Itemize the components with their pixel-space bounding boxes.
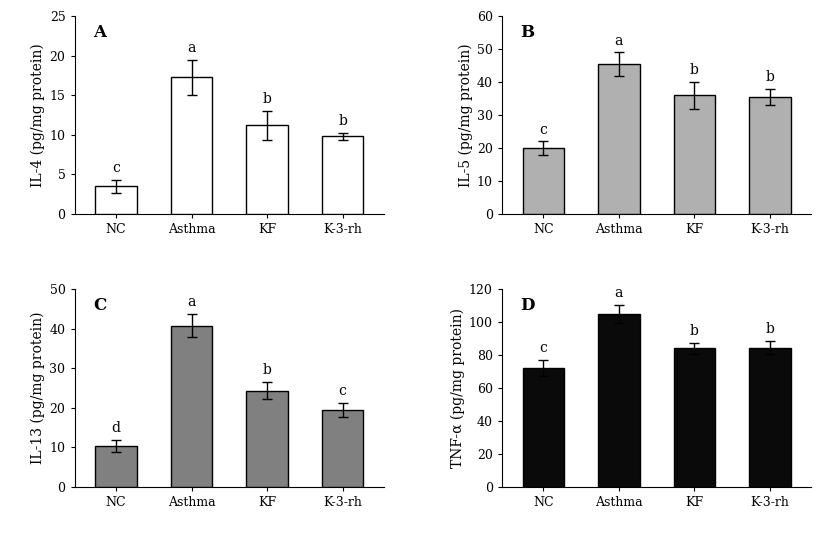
Text: d: d	[112, 421, 121, 436]
Text: C: C	[93, 297, 106, 314]
Bar	[597, 314, 639, 487]
Text: a: a	[614, 34, 622, 48]
Text: D: D	[519, 297, 534, 314]
Text: c: c	[538, 122, 547, 136]
Y-axis label: IL-5 (pg/mg protein): IL-5 (pg/mg protein)	[457, 43, 472, 187]
Bar	[322, 410, 363, 487]
Text: a: a	[614, 286, 622, 300]
Bar	[748, 97, 790, 214]
Text: b: b	[262, 92, 271, 106]
Text: B: B	[519, 24, 534, 41]
Y-axis label: TNF-α (pg/mg protein): TNF-α (pg/mg protein)	[450, 308, 464, 468]
Bar	[522, 368, 563, 487]
Text: b: b	[764, 70, 773, 84]
Text: b: b	[262, 363, 271, 377]
Bar	[246, 391, 288, 487]
Bar	[522, 148, 563, 214]
Bar	[95, 186, 136, 214]
Text: b: b	[689, 324, 698, 338]
Text: a: a	[187, 295, 195, 309]
Bar	[170, 326, 212, 487]
Bar	[673, 95, 715, 214]
Bar	[597, 64, 639, 214]
Y-axis label: IL-4 (pg/mg protein): IL-4 (pg/mg protein)	[31, 43, 45, 187]
Bar	[246, 126, 288, 214]
Text: b: b	[337, 114, 347, 128]
Bar	[673, 348, 715, 487]
Bar	[95, 446, 136, 487]
Text: a: a	[187, 41, 195, 55]
Text: b: b	[764, 322, 773, 336]
Text: c: c	[538, 341, 547, 355]
Y-axis label: IL-13 (pg/mg protein): IL-13 (pg/mg protein)	[31, 312, 45, 464]
Text: A: A	[93, 24, 106, 41]
Bar	[748, 348, 790, 487]
Bar	[170, 77, 212, 214]
Bar	[322, 136, 363, 214]
Text: c: c	[112, 161, 120, 175]
Text: b: b	[689, 63, 698, 77]
Text: c: c	[338, 384, 347, 398]
